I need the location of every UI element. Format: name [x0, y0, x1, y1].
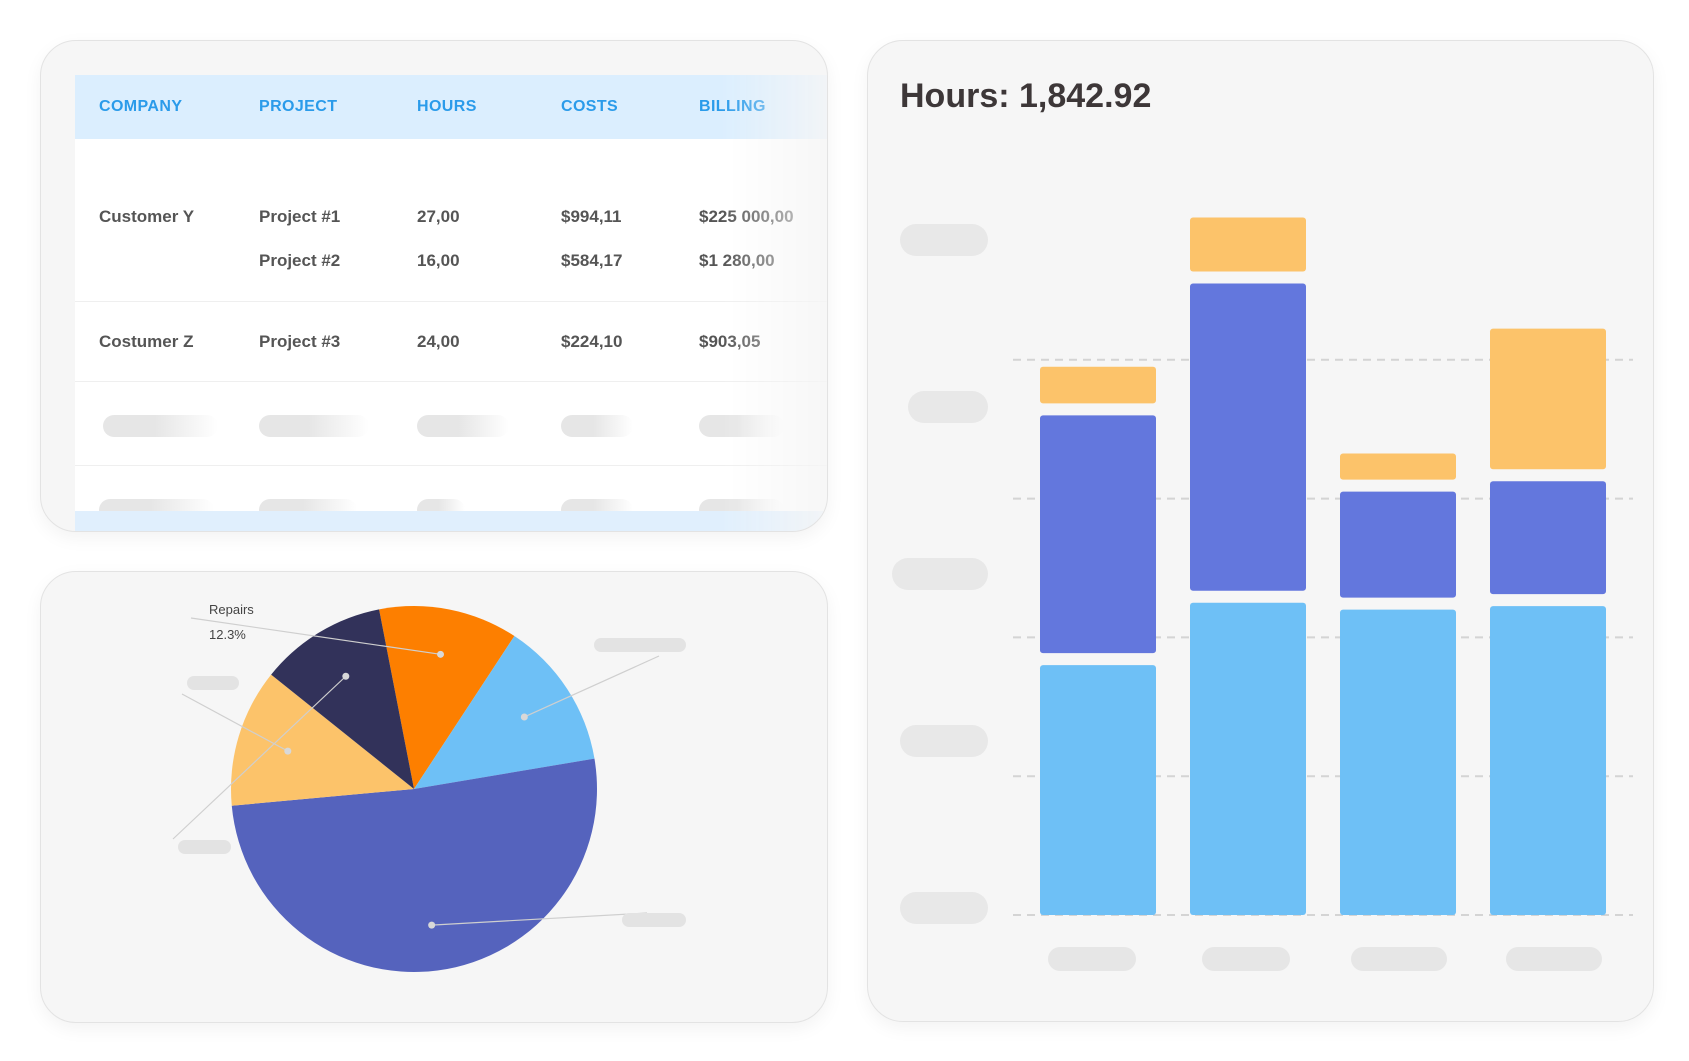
bar-segment	[1040, 665, 1156, 915]
header-hours[interactable]: HOURS	[417, 98, 477, 115]
placeholder-cell	[699, 415, 784, 437]
legend-placeholder	[622, 913, 686, 927]
leader-dot	[437, 650, 445, 658]
placeholder-cell	[103, 415, 218, 437]
leader-line	[172, 675, 347, 840]
table-header: COMPANY PROJECT HOURS COSTS BILLING	[75, 75, 827, 139]
cell-costs: $224,10	[561, 332, 623, 351]
cell-company: Costumer Z	[99, 332, 194, 351]
x-axis-label-placeholder	[1506, 947, 1602, 971]
bar-segment	[1490, 328, 1606, 470]
bar-segment	[1040, 415, 1156, 654]
legend-placeholder	[187, 676, 239, 690]
legend-placeholder	[594, 638, 686, 652]
leader-dot	[520, 713, 528, 721]
x-axis-label-placeholder	[1351, 947, 1447, 971]
pie-slice	[414, 636, 595, 789]
cell-project: Project #3	[259, 332, 341, 351]
cell-hours: 16,00	[417, 251, 460, 270]
projects-table-card: COMPANY PROJECT HOURS COSTS BILLING Cust…	[40, 40, 828, 532]
pie-slice	[231, 674, 414, 806]
bar-segment	[1340, 453, 1456, 480]
y-axis-label-placeholder	[900, 725, 988, 757]
cell-billing: $903,05	[699, 332, 761, 351]
row-divider	[75, 381, 827, 382]
leader-line	[524, 655, 660, 718]
cell-project: Project #1	[259, 207, 341, 226]
cell-project: Project #2	[259, 251, 341, 270]
leader-dot	[284, 747, 292, 755]
bar-segment	[1040, 366, 1156, 404]
bar-segment	[1190, 602, 1306, 915]
cell-billing: $225 000,00	[699, 207, 794, 226]
cell-costs: $584,17	[561, 251, 623, 270]
bar-segment	[1340, 609, 1456, 915]
y-axis-label-placeholder	[908, 391, 988, 423]
leader-line	[190, 617, 441, 655]
chart-title: Hours: 1,842.92	[900, 77, 1152, 115]
bar-segment	[1340, 491, 1456, 598]
pie-slice	[379, 606, 515, 789]
projects-table: COMPANY PROJECT HOURS COSTS BILLING Cust…	[75, 75, 827, 531]
header-billing[interactable]: BILLING	[699, 98, 766, 115]
stacked-bar-chart	[1013, 217, 1633, 916]
x-axis-label-placeholder	[1048, 947, 1136, 971]
placeholder-cell	[417, 415, 509, 437]
table-footer	[75, 511, 827, 531]
legend-placeholder	[178, 840, 231, 854]
leader-line	[181, 693, 289, 752]
bar-segment	[1190, 283, 1306, 591]
pie-chart-card: Repairs 12.3%	[40, 571, 828, 1023]
pie-chart	[172, 606, 660, 973]
placeholder-cell	[259, 415, 369, 437]
leader-dot	[428, 921, 436, 929]
header-costs[interactable]: COSTS	[561, 98, 619, 115]
repairs-label: Repairs	[209, 602, 254, 617]
y-axis-label-placeholder	[900, 892, 988, 924]
x-axis-label-placeholder	[1202, 947, 1290, 971]
cell-billing: $1 280,00	[699, 251, 775, 270]
placeholder-cell	[561, 415, 633, 437]
bar-segment	[1490, 481, 1606, 595]
cell-hours: 24,00	[417, 332, 460, 351]
header-project[interactable]: PROJECT	[259, 98, 338, 115]
leader-line	[431, 912, 648, 926]
row-divider	[75, 465, 827, 466]
repairs-percent: 12.3%	[209, 627, 246, 642]
hours-bar-chart-card: Hours: 1,842.92	[867, 40, 1654, 1022]
row-divider	[75, 301, 827, 302]
y-axis-label-placeholder	[900, 224, 988, 256]
cell-company: Customer Y	[99, 207, 195, 226]
pie-slice	[231, 758, 598, 973]
cell-hours: 27,00	[417, 207, 460, 226]
y-axis-label-placeholder	[892, 558, 988, 590]
leader-dot	[342, 672, 350, 680]
cell-costs: $994,11	[561, 207, 622, 226]
header-company[interactable]: COMPANY	[99, 98, 183, 115]
pie-slice	[271, 609, 414, 789]
bar-segment	[1490, 606, 1606, 915]
bar-segment	[1190, 217, 1306, 272]
